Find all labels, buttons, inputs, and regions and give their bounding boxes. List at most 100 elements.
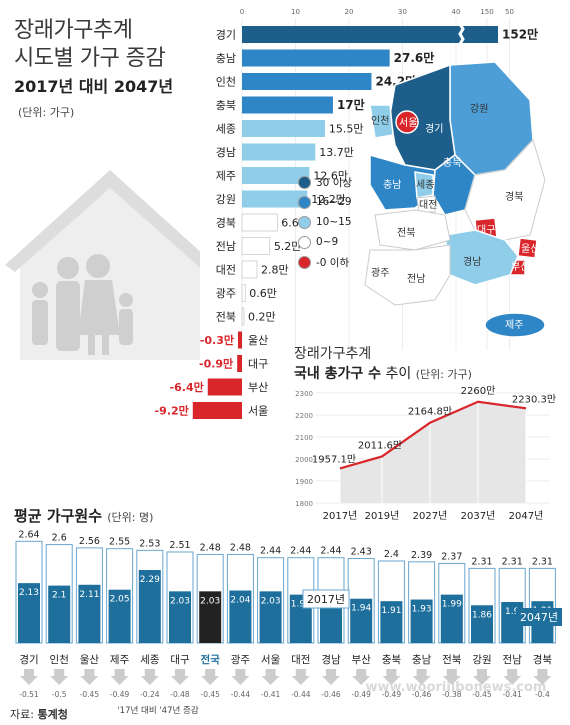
value-label-2047: 1.99 [442, 600, 462, 610]
bar [242, 120, 325, 137]
source-note: 자료: 통계청 [10, 706, 68, 722]
avg-household-size-unit: (단위: 명) [107, 511, 154, 524]
svg-text:울산: 울산 [521, 243, 539, 255]
y-tick-label: 2200 [295, 412, 313, 420]
change-label: -0.49 [351, 690, 371, 699]
category-label: 인천 [50, 654, 69, 666]
value-label-2047: 2.11 [79, 590, 99, 600]
change-label: -0.4 [535, 690, 550, 699]
map-region-incheon [369, 104, 394, 139]
trend-line [339, 400, 527, 470]
trend-chart-subtitle-bold: 국내 총가구 수 [294, 366, 382, 382]
category-label: 제주 [110, 654, 130, 666]
value-label-2017: 2.48 [230, 542, 251, 553]
svg-text:경북: 경북 [505, 190, 523, 203]
category-label: 전남 [503, 654, 523, 666]
category-label: 대전 [291, 654, 310, 666]
bar [241, 284, 246, 302]
category-label: 인천 [216, 75, 236, 89]
value-label: 15.5만 [329, 123, 364, 136]
svg-text:세종: 세종 [416, 179, 434, 191]
value-label: 2.8만 [261, 264, 289, 277]
trend-chart-subtitle: 국내 총가구 수 추이 (단위: 가구) [294, 363, 472, 383]
change-label: -0.24 [140, 690, 160, 699]
y-tick-label: 2300 [295, 390, 313, 398]
bar-2047 [410, 599, 433, 643]
change-label: -0.44 [231, 690, 251, 699]
change-label: -0.38 [442, 690, 462, 699]
value-label: 0.2만 [248, 311, 276, 324]
x-tick-label: 30 [398, 8, 407, 16]
bar [237, 355, 242, 372]
value-label: 0.6만 [249, 287, 277, 300]
value-label-2047: 1.9 [505, 607, 520, 617]
trend-chart-unit: (단위: 가구) [415, 368, 472, 381]
change-arrow [473, 669, 491, 685]
bar [241, 213, 278, 232]
category-label: 서울 [248, 405, 268, 418]
bar [242, 26, 498, 43]
value-label: -6.4만 [170, 380, 204, 394]
bar [241, 237, 271, 255]
y-tick-label: 1900 [295, 478, 313, 486]
change-arrow [80, 669, 99, 685]
category-label: 제주 [216, 170, 236, 183]
change-label: -0.48 [170, 690, 190, 699]
category-label: 울산 [248, 334, 268, 347]
data-label: 2011.6만 [358, 439, 402, 451]
category-label: 충북 [382, 654, 402, 666]
legend-item: 16~29 [298, 192, 352, 212]
svg-text:대구: 대구 [477, 224, 495, 236]
change-arrow [382, 669, 401, 685]
value-label-2047: 2.1 [52, 591, 66, 601]
svg-text:인천: 인천 [371, 115, 389, 127]
change-arrow [50, 669, 69, 685]
value-label-2047: 2.04 [230, 596, 250, 606]
change-label: -0.49 [382, 690, 402, 699]
value-label-2017: 2.55 [109, 537, 130, 548]
bar-2047 [169, 591, 191, 643]
axis-break-mark [458, 23, 465, 45]
change-label: -0.46 [412, 690, 432, 699]
svg-text:충남: 충남 [383, 179, 401, 191]
category-label: 전북 [442, 654, 462, 666]
main-title-line1: 장래가구추계 [14, 18, 133, 43]
trend-area [340, 401, 526, 503]
value-label: -0.3만 [200, 333, 234, 347]
source-name: 통계청 [37, 708, 68, 721]
bar-2047 [471, 605, 493, 643]
x-tick-label: 20 [345, 8, 354, 16]
category-label: 강원 [472, 654, 491, 666]
trend-chart-title: 장래가구추계 [294, 346, 372, 362]
change-label: -0.45 [472, 690, 492, 699]
value-label-2017: 2.44 [260, 546, 281, 557]
value-label-2017: 2.44 [290, 546, 311, 557]
category-label: 광주 [231, 654, 251, 666]
category-label: 경기 [19, 653, 38, 666]
map-region-gyeongbuk [464, 139, 546, 241]
bar-2047 [199, 591, 222, 643]
change-arrow [110, 669, 129, 685]
bar [241, 260, 258, 279]
bar-2047 [440, 594, 463, 643]
bar [242, 143, 316, 161]
change-label: -0.46 [321, 690, 341, 699]
svg-text:부산: 부산 [511, 261, 529, 273]
legend-2017-label: 2017년 [307, 593, 345, 606]
category-label: 경북 [533, 653, 553, 666]
change-arrow [412, 669, 431, 685]
change-label: -0.45 [80, 690, 100, 699]
value-label: -0.9만 [199, 357, 233, 371]
x-tick-label: 2047년 [509, 510, 544, 522]
category-label: 세종 [216, 123, 236, 136]
period-label: 2017년 대비 2047년 [14, 77, 174, 96]
value-label: 5.2만 [274, 240, 302, 253]
value-label-2047: 2.03 [200, 596, 220, 606]
bar-2047 [108, 589, 131, 643]
bar [242, 167, 310, 184]
value-label: 12.2만 [311, 193, 346, 206]
trend-chart-subtitle-rest: 추이 [381, 366, 412, 382]
footnote: '17년 대비 '47년 증감 [117, 705, 199, 716]
